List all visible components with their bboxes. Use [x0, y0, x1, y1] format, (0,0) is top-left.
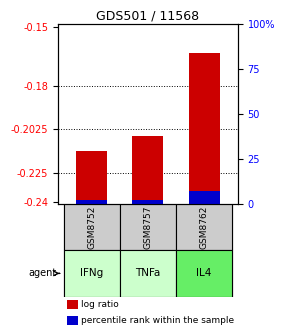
Text: GSM8752: GSM8752 [87, 205, 96, 249]
Bar [120, 250, 176, 297]
Bar [133, 200, 163, 204]
Bar [176, 250, 232, 297]
Text: GSM8762: GSM8762 [200, 205, 209, 249]
Bar [120, 204, 176, 250]
Bar [176, 204, 232, 250]
Bar [67, 300, 78, 309]
Bar [188, 53, 220, 204]
Bar [133, 136, 163, 204]
Title: GDS501 / 11568: GDS501 / 11568 [96, 9, 200, 23]
Bar [76, 200, 107, 204]
Text: IL4: IL4 [196, 268, 212, 279]
Text: agent: agent [29, 268, 57, 279]
Bar [64, 250, 120, 297]
Bar [64, 204, 120, 250]
Bar [67, 317, 78, 326]
Text: IFNg: IFNg [80, 268, 103, 279]
Text: percentile rank within the sample: percentile rank within the sample [81, 316, 235, 325]
Text: TNFa: TNFa [135, 268, 161, 279]
Text: log ratio: log ratio [81, 300, 119, 309]
Bar [76, 152, 107, 204]
Bar [188, 191, 220, 204]
Text: GSM8757: GSM8757 [143, 205, 153, 249]
